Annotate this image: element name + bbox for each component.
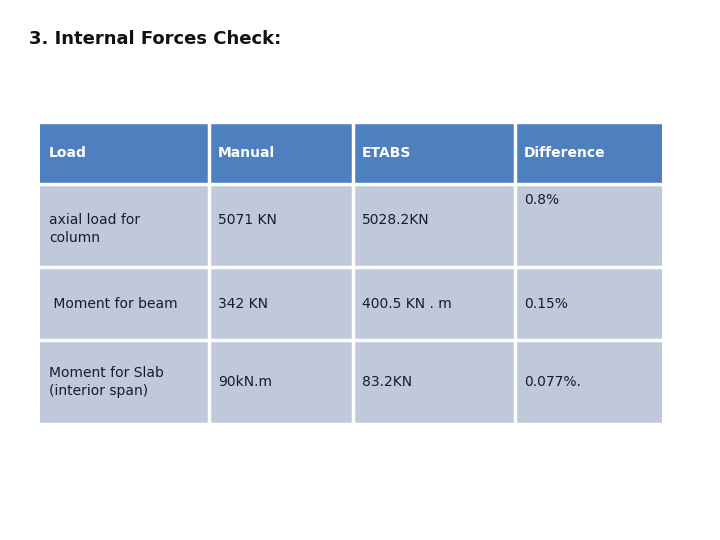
FancyBboxPatch shape bbox=[209, 122, 353, 184]
Text: axial load for
column: axial load for column bbox=[49, 213, 140, 245]
FancyBboxPatch shape bbox=[515, 340, 662, 424]
FancyBboxPatch shape bbox=[353, 184, 515, 267]
Text: 0.8%: 0.8% bbox=[524, 193, 559, 207]
Text: ETABS: ETABS bbox=[362, 146, 412, 159]
FancyBboxPatch shape bbox=[353, 122, 515, 184]
FancyBboxPatch shape bbox=[515, 122, 662, 184]
Text: 0.15%: 0.15% bbox=[524, 297, 568, 310]
FancyBboxPatch shape bbox=[353, 267, 515, 340]
FancyBboxPatch shape bbox=[40, 267, 209, 340]
FancyBboxPatch shape bbox=[209, 184, 353, 267]
Text: 3. Internal Forces Check:: 3. Internal Forces Check: bbox=[29, 30, 281, 48]
FancyBboxPatch shape bbox=[515, 184, 662, 267]
FancyBboxPatch shape bbox=[353, 340, 515, 424]
Text: Moment for Slab
(interior span): Moment for Slab (interior span) bbox=[49, 366, 164, 398]
Text: 342 KN: 342 KN bbox=[218, 297, 268, 310]
FancyBboxPatch shape bbox=[515, 267, 662, 340]
FancyBboxPatch shape bbox=[40, 122, 209, 184]
Text: Manual: Manual bbox=[218, 146, 275, 159]
Text: 5071 KN: 5071 KN bbox=[218, 213, 277, 227]
FancyBboxPatch shape bbox=[209, 267, 353, 340]
Text: 5028.2KN: 5028.2KN bbox=[362, 213, 430, 227]
FancyBboxPatch shape bbox=[209, 340, 353, 424]
FancyBboxPatch shape bbox=[40, 184, 209, 267]
Text: 83.2KN: 83.2KN bbox=[362, 375, 413, 389]
Text: 0.077%.: 0.077%. bbox=[524, 375, 581, 389]
Text: 90kN.m: 90kN.m bbox=[218, 375, 272, 389]
Text: Load: Load bbox=[49, 146, 87, 159]
Text: 400.5 KN . m: 400.5 KN . m bbox=[362, 297, 452, 310]
Text: Moment for beam: Moment for beam bbox=[49, 297, 178, 310]
Text: Difference: Difference bbox=[524, 146, 606, 159]
FancyBboxPatch shape bbox=[40, 340, 209, 424]
